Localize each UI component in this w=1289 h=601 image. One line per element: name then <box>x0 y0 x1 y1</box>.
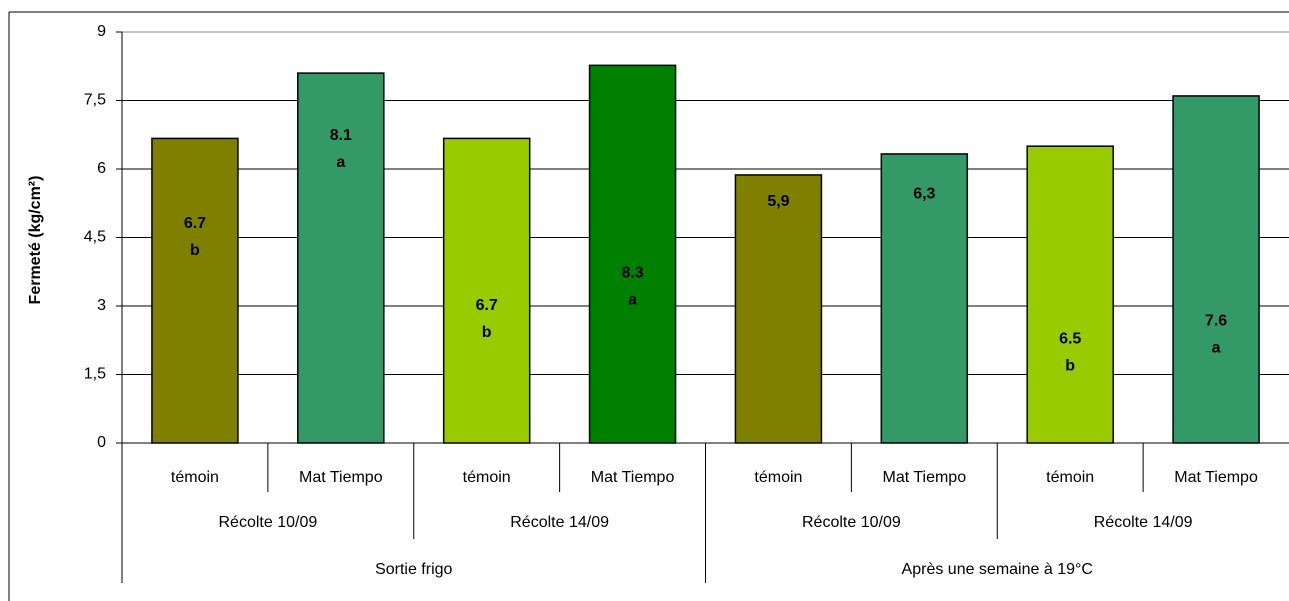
value-label: 7.6 <box>1205 313 1227 330</box>
group-label: Récolte 10/09 <box>802 514 901 531</box>
y-tick-label: 4,5 <box>84 229 106 246</box>
value-label: 6.7 <box>184 215 206 232</box>
bar <box>588 64 677 444</box>
supergroup-label: Après une semaine à 19°C <box>902 561 1093 578</box>
x-tick-label: Mat Tiempo <box>299 469 383 486</box>
bar <box>297 72 385 444</box>
bar <box>1026 145 1114 444</box>
significance-label: b <box>1065 357 1075 374</box>
x-tick-label: témoin <box>171 469 219 486</box>
x-tick-label: Mat Tiempo <box>591 469 675 486</box>
value-label: 8.1 <box>330 127 352 144</box>
group-label: Récolte 10/09 <box>219 514 318 531</box>
group-label: Récolte 14/09 <box>510 514 609 531</box>
significance-label: a <box>628 291 637 308</box>
x-tick-label: témoin <box>463 469 511 486</box>
bar <box>734 174 823 444</box>
value-label: 6.7 <box>476 297 498 314</box>
value-label: 5,9 <box>767 193 789 210</box>
group-label: Récolte 14/09 <box>1094 514 1193 531</box>
y-axis-label: Fermeté (kg/cm²) <box>27 176 44 305</box>
y-tick-label: 9 <box>97 23 106 40</box>
x-tick-label: Mat Tiempo <box>883 469 967 486</box>
x-tick-label: témoin <box>754 469 802 486</box>
significance-label: a <box>336 154 345 171</box>
supergroup-label: Sortie frigo <box>375 561 452 578</box>
bar <box>151 137 239 444</box>
bar <box>1172 95 1260 444</box>
significance-label: b <box>190 242 200 259</box>
y-tick-label: 7,5 <box>84 92 106 109</box>
x-tick-label: Mat Tiempo <box>1174 469 1258 486</box>
value-label: 8.3 <box>621 264 643 281</box>
y-tick-label: 1,5 <box>84 366 106 383</box>
y-tick-label: 3 <box>97 297 106 314</box>
y-tick-label: 0 <box>97 434 106 451</box>
y-tick-label: 6 <box>97 160 106 177</box>
x-tick-label: témoin <box>1046 469 1094 486</box>
significance-label: b <box>482 324 492 341</box>
value-label: 6.5 <box>1059 330 1081 347</box>
value-label: 6,3 <box>913 186 935 203</box>
bar <box>880 153 969 444</box>
significance-label: a <box>1212 340 1221 357</box>
bar <box>442 137 531 444</box>
